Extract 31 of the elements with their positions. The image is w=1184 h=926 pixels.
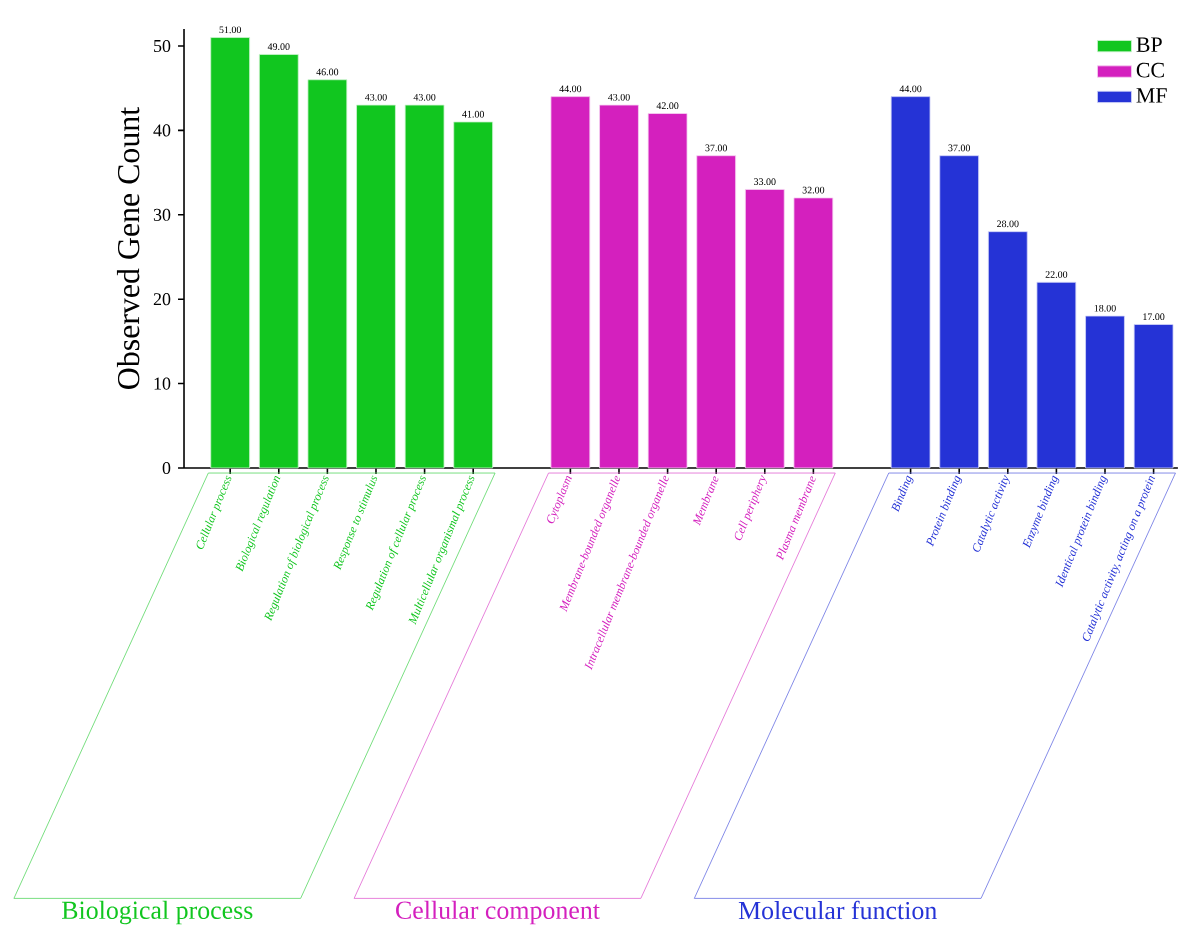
y-tick-label: 10: [154, 377, 171, 390]
bar: [647, 113, 688, 469]
bar: [258, 54, 299, 469]
bar: [1133, 324, 1174, 469]
y-tick-label: 50: [154, 39, 171, 53]
bar: [939, 155, 980, 469]
y-tick-label: 20: [153, 293, 171, 306]
bar: [307, 79, 348, 469]
bar: [744, 189, 785, 469]
bar: [599, 104, 639, 469]
bar: [696, 155, 737, 469]
bar: [1085, 315, 1125, 469]
bar: [404, 104, 445, 469]
text: Molecular function: [738, 900, 937, 920]
y-axis-title: Observed Gene Count: [116, 107, 140, 389]
bar: [356, 104, 396, 469]
text: Cellular component: [396, 900, 600, 925]
legend-label: CC: [1136, 62, 1164, 78]
bar: [987, 231, 1028, 469]
y-tick-label: 30: [153, 208, 171, 221]
bar: [890, 96, 931, 469]
bar: [793, 197, 834, 469]
legend-label: MF: [1136, 88, 1167, 103]
bar: [453, 121, 494, 469]
text: Biological process: [62, 900, 253, 925]
bar: [210, 37, 251, 469]
legend-label: BP: [1136, 37, 1162, 52]
bar: [1036, 281, 1077, 469]
y-tick-label: 40: [153, 124, 171, 137]
y-tick-label: 0: [162, 461, 171, 475]
bar: [550, 96, 591, 469]
